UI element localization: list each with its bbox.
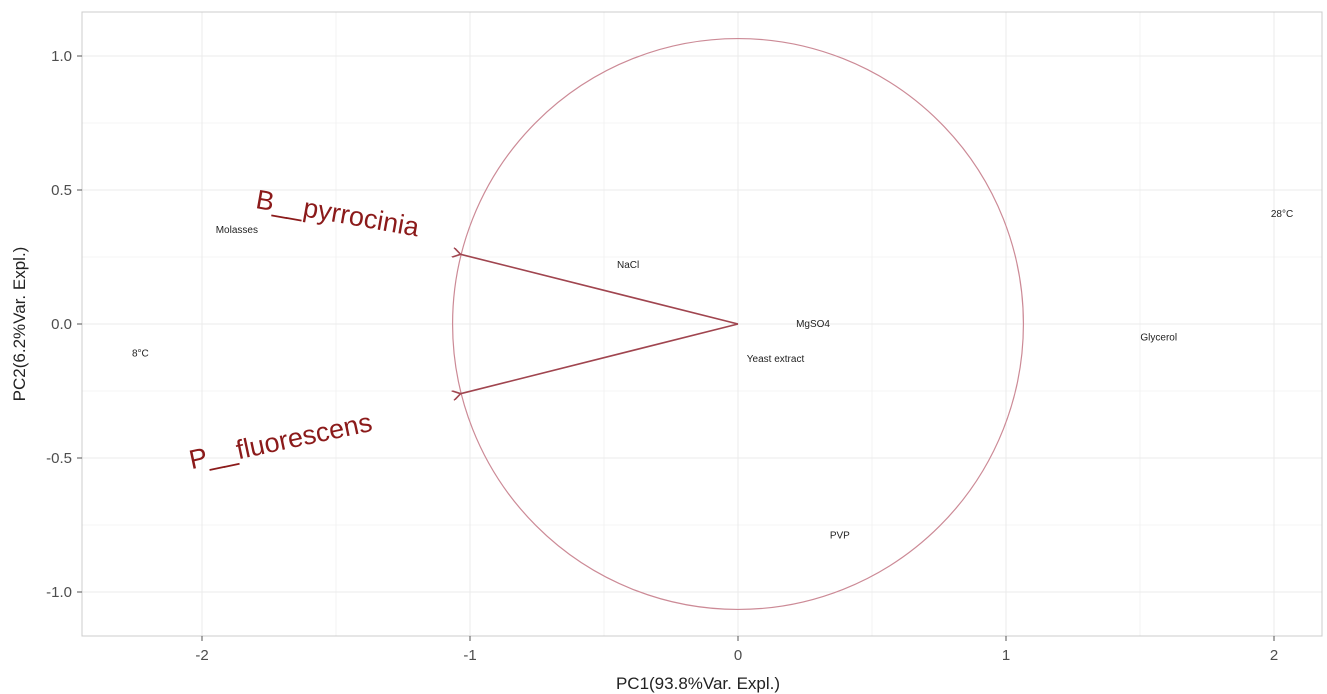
point-label: 28°C xyxy=(1271,209,1293,220)
y-tick-label: 0.5 xyxy=(51,182,72,199)
correlation-circle xyxy=(451,37,1025,611)
y-tick-label: -1.0 xyxy=(46,584,72,601)
y-axis-title: PC2(6.2%Var. Expl.) xyxy=(10,247,29,402)
point-label: NaCl xyxy=(617,260,639,271)
y-tick-label: 1.0 xyxy=(51,48,72,65)
point-label: Molasses xyxy=(216,225,258,236)
x-tick-label: 1 xyxy=(1002,647,1010,664)
grid xyxy=(82,12,1322,636)
point-labels: Molasses 8°C NaCl MgSO4 Yeast extract Glycero… xyxy=(132,209,1293,542)
x-tick-label: -2 xyxy=(195,647,208,664)
y-tick-label: 0.0 xyxy=(51,316,72,333)
x-tick-label: 0 xyxy=(734,647,742,664)
y-tick-label: -0.5 xyxy=(46,450,72,467)
x-tick-label: 2 xyxy=(1270,647,1278,664)
loading-arrow xyxy=(461,254,739,325)
x-axis-ticks: -2 -1 0 1 2 xyxy=(195,636,1278,664)
point-label: 8°C xyxy=(132,348,149,359)
unit-circle xyxy=(451,37,1025,611)
arrow-label: B__pyrrocinia xyxy=(254,184,423,242)
loading-arrows: B__pyrrocinia P__fluorescens xyxy=(186,184,739,475)
x-tick-label: -1 xyxy=(463,647,476,664)
arrow-label: P__fluorescens xyxy=(186,407,374,475)
y-axis-ticks: -1.0 -0.5 0.0 0.5 1.0 xyxy=(46,48,82,601)
loading-arrow xyxy=(461,323,739,394)
point-label: MgSO4 xyxy=(796,319,830,330)
point-label: PVP xyxy=(830,531,850,542)
x-axis-title: PC1(93.8%Var. Expl.) xyxy=(616,674,780,693)
point-label: Glycerol xyxy=(1140,332,1177,343)
point-label: Yeast extract xyxy=(747,354,805,365)
